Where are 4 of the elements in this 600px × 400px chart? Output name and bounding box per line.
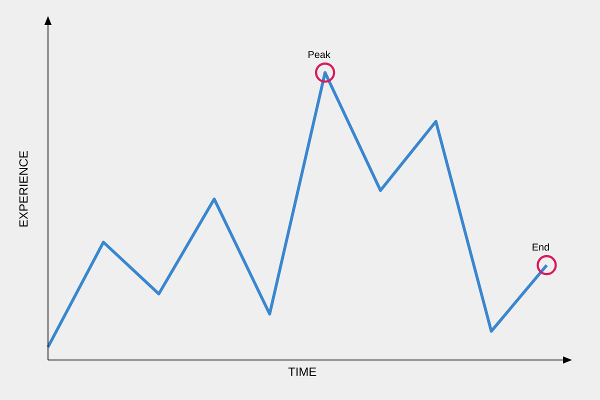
annotation: End [532,243,549,251]
annotation: Peak [308,50,330,58]
x-axis-title: TIME [288,368,316,376]
y-axis-title: EXPERIENCE [19,150,28,227]
